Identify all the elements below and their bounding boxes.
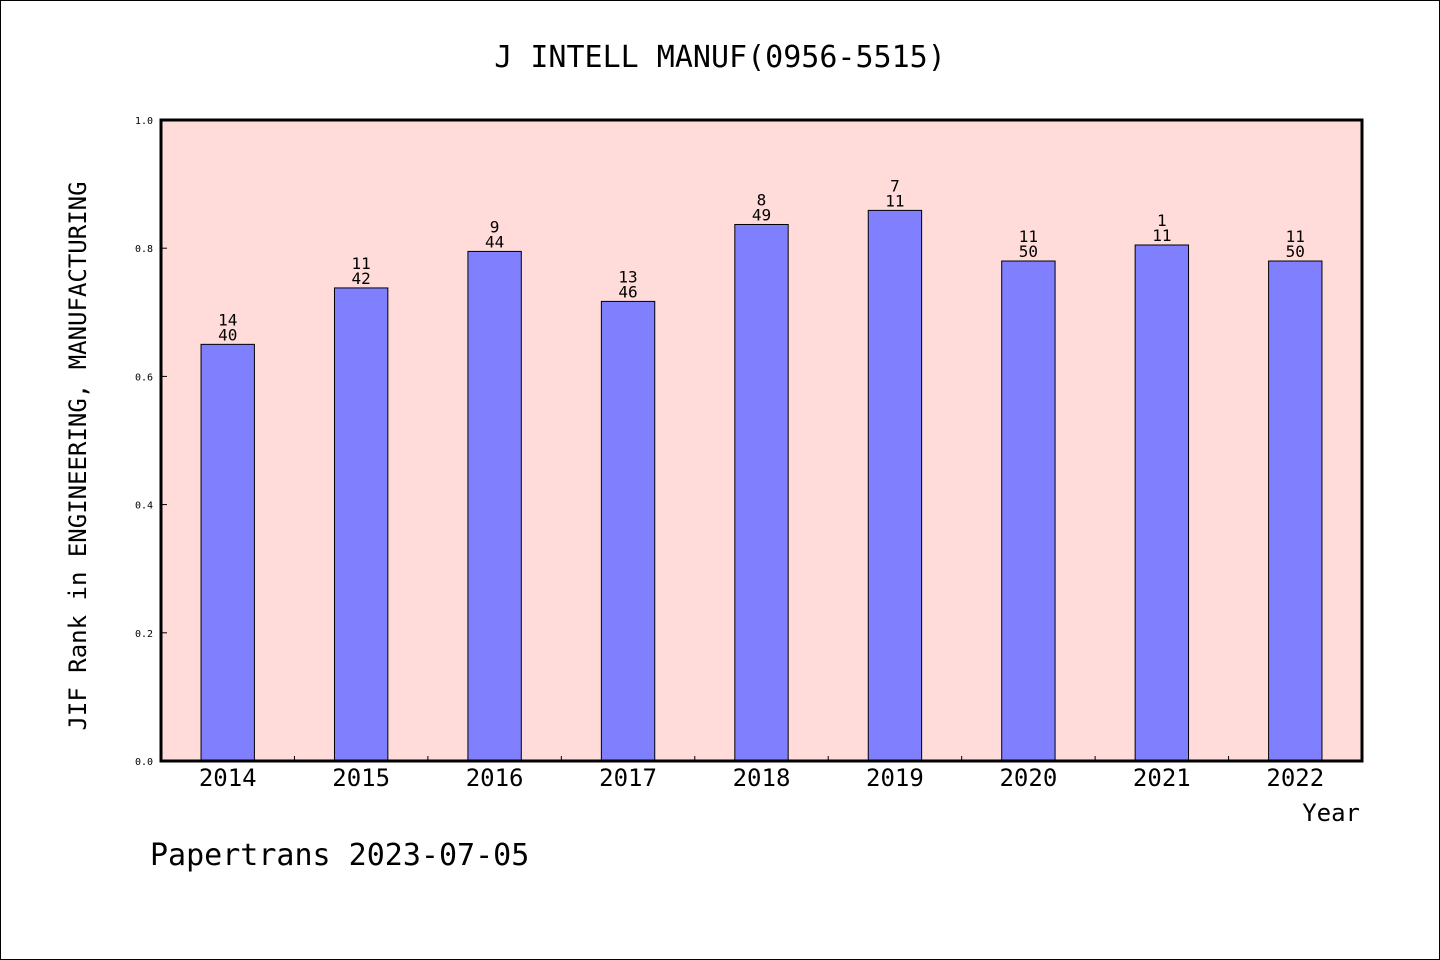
bar-rank-label: 13 [618,267,637,286]
bar-total-label: 11 [885,191,904,210]
bar-rank-label: 1 [1157,211,1167,230]
bar [734,223,789,762]
y-tick-label: 0.6 [135,372,153,383]
x-tick-label: 2017 [599,764,657,792]
bar [200,343,255,762]
bar [867,209,923,762]
bar-rank-label: 8 [757,190,767,209]
bar [1134,244,1190,762]
x-tick-label: 2016 [466,764,524,792]
bar-rank-label: 11 [1286,227,1305,246]
bar [1001,260,1056,762]
bar-total-label: 11 [1152,226,1171,245]
bar-rank-label: 7 [890,176,900,195]
bar-rank-label: 14 [218,310,237,329]
bar-total-label: 46 [618,282,637,301]
x-tick-label: 2014 [199,764,257,792]
y-tick-label: 0.0 [135,757,153,768]
y-tick-label: 0.8 [135,244,153,255]
chart-title: J INTELL MANUF(0956-5515) [494,40,946,75]
x-tick-label: 2018 [733,764,791,792]
footer-credit: Papertrans 2023-07-05 [150,838,529,873]
x-axis-tick-labels: 2014 2015 2016 2017 2018 2019 2020 2021 2022 [199,764,1324,792]
x-tick-label: 2020 [999,764,1057,792]
bar-total-label: 44 [485,232,504,251]
bar-total-label: 50 [1019,242,1038,261]
y-tick-label: 1.0 [135,116,153,127]
bar-total-label: 42 [352,269,371,288]
x-tick-label: 2022 [1266,764,1324,792]
x-axis-label: Year [1302,799,1360,827]
plot-border [159,118,1364,763]
y-tick-label: 0.2 [135,629,153,640]
x-tick-label: 2021 [1133,764,1191,792]
bar [600,300,656,762]
bar-total-label: 49 [752,205,771,224]
bar-rank-label: 11 [352,254,371,273]
y-tick-label: 0.4 [135,501,153,512]
bar-rank-label: 11 [1019,227,1038,246]
bars [200,209,1323,762]
bar-rank-label: 9 [490,217,500,236]
bar-total-label: 50 [1286,242,1305,261]
x-tick-label: 2015 [332,764,390,792]
bar [467,250,522,762]
bar [1268,260,1323,762]
x-tick-label: 2019 [866,764,924,792]
y-axis-label: JIF Rank in ENGINEERING, MANUFACTURING [64,181,92,730]
bar [333,287,389,762]
bar-total-label: 40 [218,325,237,344]
